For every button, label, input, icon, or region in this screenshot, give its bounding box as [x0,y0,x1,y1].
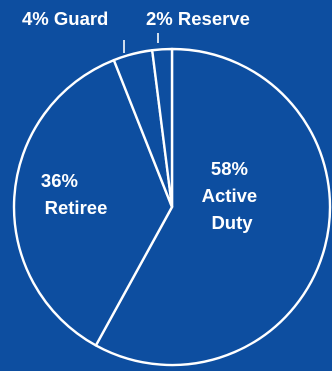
active-duty-label: 58% Active Duty [202,158,263,233]
active-duty-line2: Duty [211,212,253,233]
pie-slice-retiree [12,58,174,347]
pie-slices [12,47,332,367]
retiree-percent: 36% [41,170,78,191]
pie-slice-reserve [151,47,174,209]
guard-label: 4% Guard [22,8,108,29]
pie-slice-active-duty [94,47,332,367]
retiree-name: Retiree [45,197,108,218]
reserve-label: 2% Reserve [146,8,250,29]
active-duty-percent: 58% [211,158,248,179]
retiree-label: 36% Retiree [41,170,107,218]
active-duty-line1: Active [202,185,258,206]
